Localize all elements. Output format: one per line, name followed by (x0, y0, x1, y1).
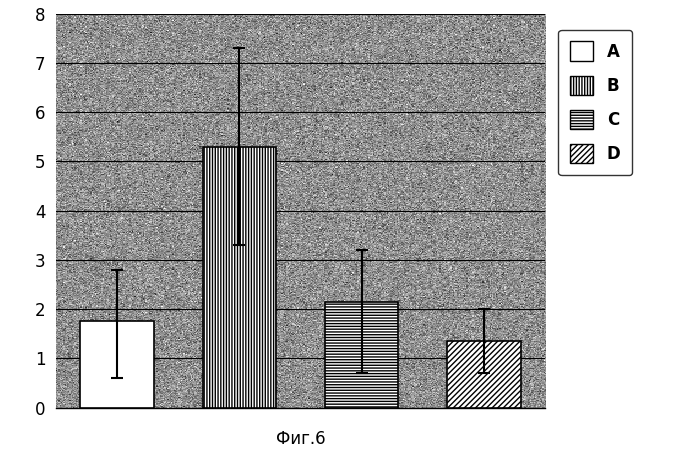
Text: Фиг.6: Фиг.6 (276, 430, 325, 448)
Bar (447, 341, 521, 408)
Bar (80, 322, 154, 408)
Bar (203, 147, 276, 408)
Bar (325, 302, 398, 408)
Legend: A, B, C, D: A, B, C, D (559, 30, 632, 175)
